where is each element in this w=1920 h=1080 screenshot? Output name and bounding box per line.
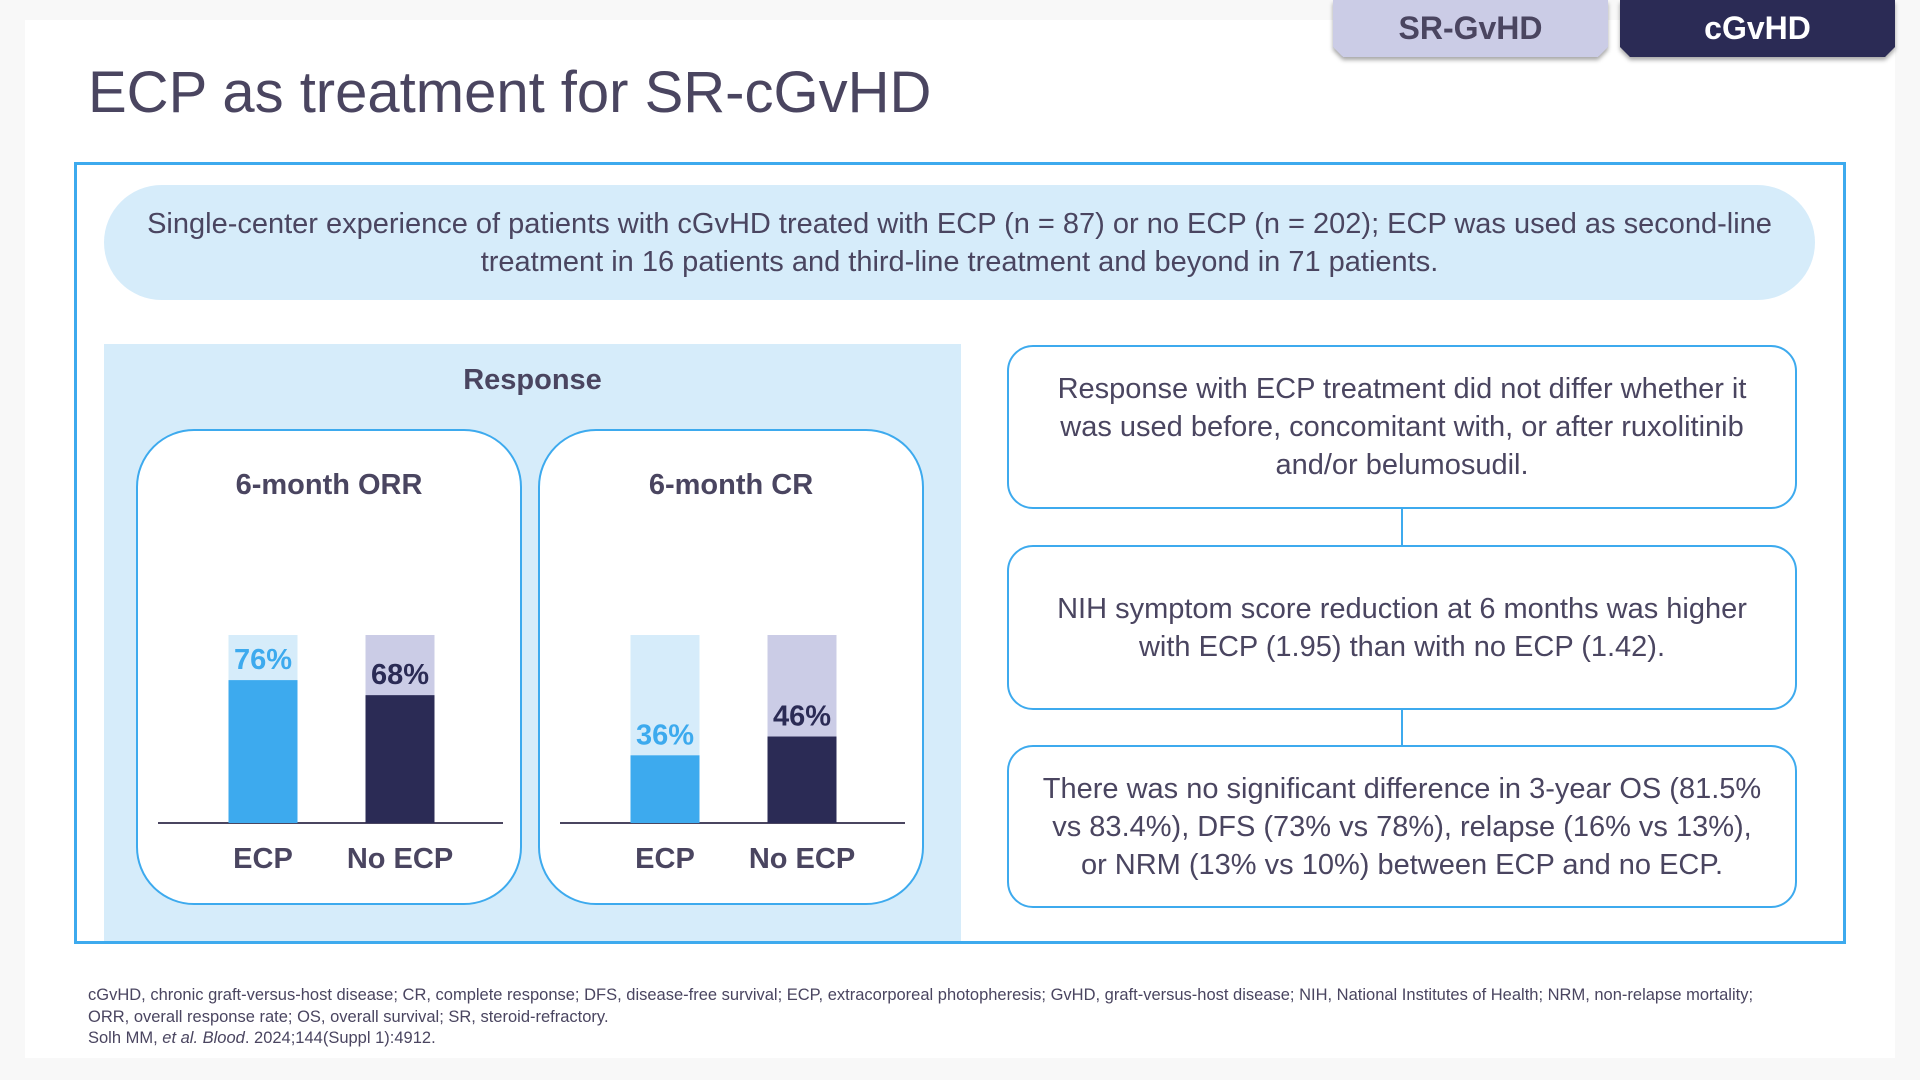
finding-box-nih-score: NIH symptom score reduction at 6 months … [1007,545,1797,710]
category-label: No ECP [749,843,855,875]
reference-details: . 2024;144(Suppl 1):4912. [244,1029,436,1047]
chart-svg: 76% ECP 68% No ECP [158,635,503,875]
reference-journal: et al. Blood [162,1029,245,1047]
category-label: No ECP [347,843,453,875]
footnote: cGvHD, chronic graft-versus-host disease… [88,985,1753,1050]
bar-value-label: 46% [773,701,831,733]
content-frame [74,162,1846,944]
chart-6-month-cr: 6-month CR 36% ECP 46% No ECP [538,429,924,905]
category-label: ECP [233,843,293,875]
chart-svg: 36% ECP 46% No ECP [560,635,905,875]
finding-box-survival: There was no significant difference in 3… [1007,745,1797,908]
chart-title: 6-month CR [648,469,814,501]
bar-ecp [630,755,700,823]
response-panel-title: Response [463,364,602,396]
abbreviations-line-1: cGvHD, chronic graft-versus-host disease… [88,986,1754,1004]
bar-value-label: 36% [636,719,694,751]
finding-text: Response with ECP treatment did not diff… [1057,373,1747,481]
bar-ecp [228,680,298,823]
tab-cgvhd-wrapper: cGvHD [1620,0,1895,60]
tab-sr-gvhd[interactable]: SR-GvHD [1333,0,1608,57]
finding-box-response: Response with ECP treatment did not diff… [1007,345,1797,509]
page-title: ECP as treatment for SR-cGvHD [88,60,932,125]
abbreviations-line-2: ORR, overall response rate; OS, overall … [88,1007,609,1026]
bar-no-ecp [365,695,435,823]
bar-no-ecp [767,736,837,823]
connector-line [1401,710,1403,745]
chart-title: 6-month ORR [235,469,423,501]
finding-text: NIH symptom score reduction at 6 months … [1057,592,1747,663]
reference-authors: Solh MM, [88,1029,163,1047]
category-label: ECP [635,843,695,875]
connector-line [1401,509,1403,545]
tab-sr-gvhd-wrapper: SR-GvHD [1333,0,1608,60]
reference: Solh MM, et al. Blood. 2024;144(Suppl 1)… [88,1028,1753,1050]
tab-cgvhd[interactable]: cGvHD [1620,0,1895,57]
bar-value-label: 76% [234,644,292,676]
bar-value-label: 68% [371,659,429,691]
study-summary-banner: Single-center experience of patients wit… [104,185,1815,300]
chart-6-month-orr: 6-month ORR 76% ECP 68% No ECP [136,429,522,905]
finding-text: There was no significant difference in 3… [1042,772,1762,881]
study-summary-text: Single-center experience of patients wit… [147,207,1772,278]
